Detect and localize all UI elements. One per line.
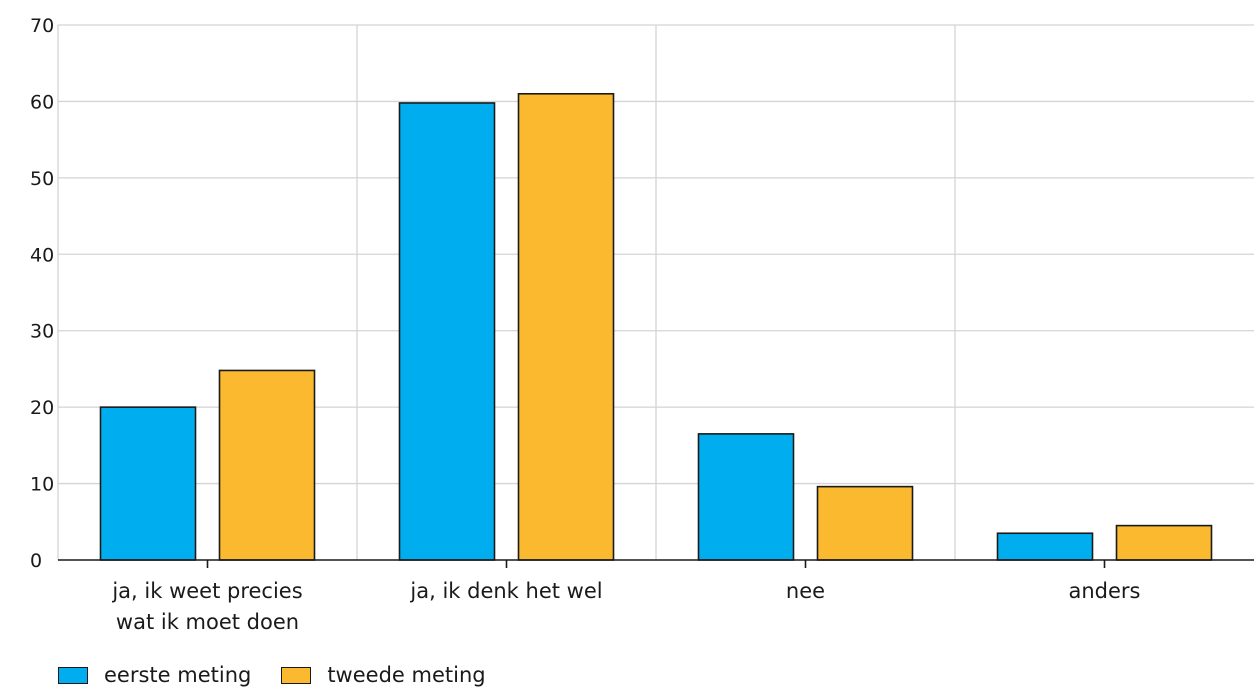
- y-tick-label: 70: [30, 15, 54, 37]
- bar-tweede-meting-2: [517, 92, 615, 561]
- legend-item-series-1: eerste meting: [58, 663, 251, 687]
- bar-eerste-meting-3: [697, 433, 795, 561]
- x-category-label: ja, ik weet precies: [111, 579, 302, 603]
- bar-eerste-meting-2: [398, 102, 496, 561]
- x-category-label: anders: [1068, 579, 1140, 603]
- legend-label-series-2: tweede meting: [327, 663, 486, 687]
- bar-tweede-meting-4: [1115, 524, 1213, 561]
- bar-eerste-meting-4: [996, 532, 1094, 561]
- y-tick-label: 50: [30, 168, 54, 190]
- bar-tweede-meting-1: [218, 369, 316, 561]
- bar-eerste-meting-1: [99, 406, 197, 561]
- x-category-label: nee: [786, 579, 825, 603]
- y-tick-label: 10: [30, 474, 54, 496]
- x-axis-category-labels: ja, ik weet precies wat ik moet doen ja, i…: [111, 579, 1140, 634]
- legend-swatch-series-1: [58, 666, 88, 684]
- legend-item-series-2: tweede meting: [281, 663, 486, 687]
- x-category-label: wat ik moet doen: [116, 610, 299, 634]
- y-tick-label: 40: [30, 244, 54, 266]
- y-tick-label: 0: [30, 550, 42, 572]
- bar-tweede-meting-3: [816, 485, 914, 561]
- bars: [99, 92, 1213, 561]
- y-axis-tick-labels: 0 10 20 30 40 50 60 70: [30, 15, 54, 572]
- y-tick-label: 30: [30, 321, 54, 343]
- y-tick-label: 60: [30, 91, 54, 113]
- bar-chart: 0 10 20 30 40 50 60 70 ja, ik weet precies wat i…: [30, 15, 1254, 634]
- legend-label-series-1: eerste meting: [104, 663, 252, 687]
- x-category-label: ja, ik denk het wel: [409, 579, 602, 603]
- x-axis: [58, 559, 1254, 568]
- legend-swatch-series-2: [281, 666, 312, 684]
- legend: eerste meting tweede meting: [58, 662, 516, 688]
- y-tick-label: 20: [30, 397, 54, 419]
